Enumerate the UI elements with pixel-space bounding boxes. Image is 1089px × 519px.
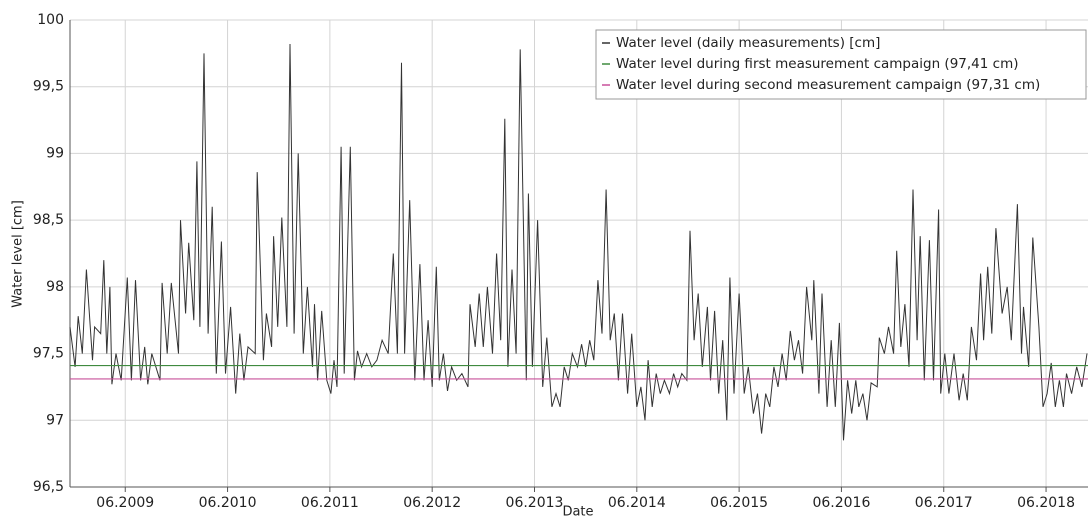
y-tick-label: 99 [46, 145, 64, 161]
legend-label: Water level during second measurement ca… [616, 77, 1040, 93]
x-tick-label: 06.2014 [608, 495, 666, 511]
x-tick-label: 06.2011 [301, 495, 359, 511]
x-tick-label: 06.2013 [506, 495, 564, 511]
x-tick-label: 06.2018 [1017, 495, 1075, 511]
x-tick-label: 06.2015 [710, 495, 768, 511]
y-tick-label: 100 [37, 12, 64, 28]
x-axis-label: Date [562, 505, 593, 519]
data-line [69, 43, 1088, 441]
y-tick-label: 97 [46, 412, 64, 428]
y-tick-label: 96,5 [33, 479, 64, 495]
x-tick-label: 06.2017 [915, 495, 973, 511]
y-axis-label: Water level [cm] [11, 200, 26, 308]
x-tick-label: 06.2009 [96, 495, 154, 511]
legend-label: Water level (daily measurements) [cm] [616, 35, 880, 51]
x-tick-label: 06.2016 [812, 495, 870, 511]
legend-label: Water level during first measurement cam… [616, 56, 1018, 72]
y-tick-label: 97,5 [33, 346, 64, 362]
legend: Water level (daily measurements) [cm] Wat… [595, 29, 1087, 100]
y-tick-label: 99,5 [33, 79, 64, 95]
y-tick-label: 98 [46, 279, 64, 295]
x-tick-label: 06.2012 [403, 495, 461, 511]
x-tick-label: 06.2010 [199, 495, 257, 511]
y-tick-label: 98,5 [33, 212, 64, 228]
legend-box [595, 29, 1087, 100]
